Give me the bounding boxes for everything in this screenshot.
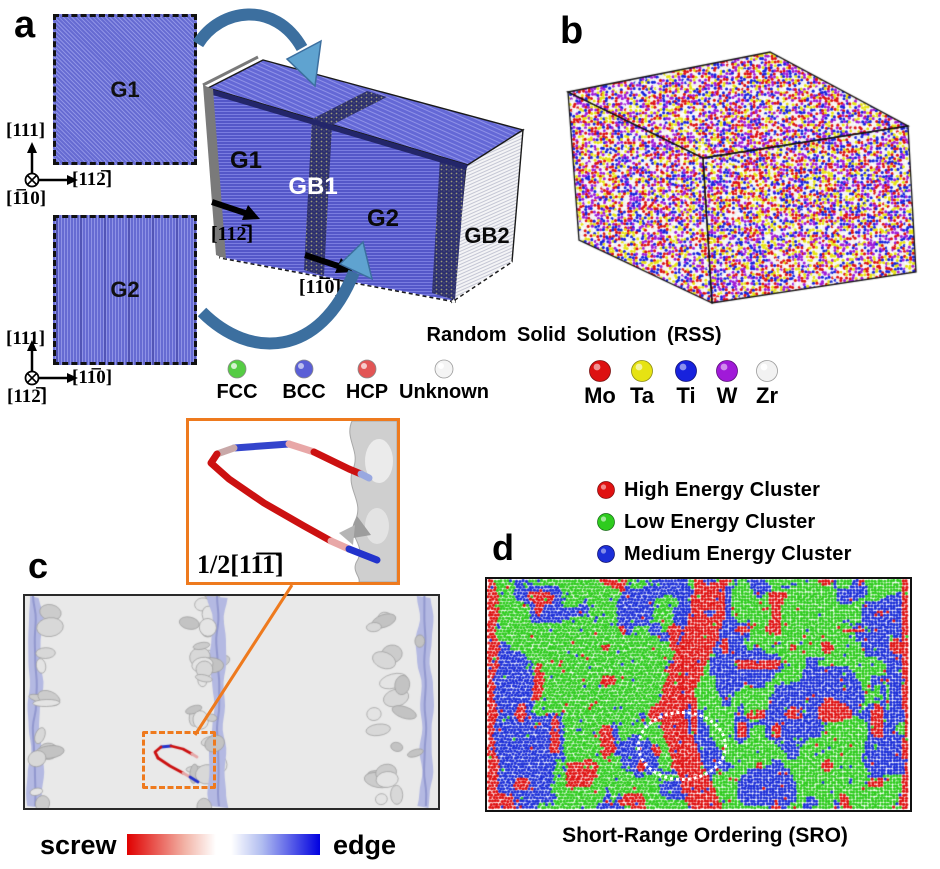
axes-top-up-label: [111]: [6, 120, 46, 141]
direction-arrow-1-label: [112̅]: [211, 223, 253, 245]
colorbar-edge-label: edge: [333, 830, 397, 860]
rss-atom-box: [540, 40, 940, 310]
grain2-label: G2: [110, 277, 140, 302]
legend-medium-energy: Medium Energy Cluster: [596, 538, 852, 570]
legend-hcp-label: HCP: [345, 381, 389, 403]
bcc-sphere-icon: [294, 359, 314, 379]
axes-bottom-out-label: [112̅]: [7, 386, 48, 407]
w-sphere-icon: [716, 360, 738, 382]
panel-a-letter: a: [14, 4, 36, 46]
curved-arrow-bottom: [197, 240, 374, 350]
box-g1-label: G1: [230, 147, 262, 174]
box-gb1-label: GB1: [288, 173, 337, 200]
legend-hcp: HCP: [321, 358, 413, 404]
mo-sphere-icon: [589, 360, 611, 382]
cluster-legend: High Energy Cluster Low Energy Cluster M…: [596, 474, 852, 570]
high-energy-dot-icon: [597, 481, 615, 499]
medium-energy-label: Medium Energy Cluster: [624, 542, 852, 565]
ti-sphere-icon: [675, 360, 697, 382]
legend-w-label: W: [716, 383, 738, 408]
box-left-frame: [203, 85, 226, 259]
screw-edge-colorbar: [127, 834, 320, 855]
fcc-sphere-icon: [227, 359, 247, 379]
axes-bottom-up-label: [111]: [6, 328, 46, 349]
dislocation-inset: 1/2[11̅1̅]: [186, 418, 400, 585]
grain1-label: G1: [110, 76, 140, 102]
axes-top-right-label: [112̅]: [72, 169, 113, 190]
box-gb2-label: GB2: [464, 223, 509, 248]
zoom-region-box: [142, 731, 216, 789]
bicrystal-box: G1 GB1 G2 GB2 [112̅] [11̅0]: [192, 8, 525, 350]
legend-bcc: BCC: [258, 358, 350, 404]
inset-connector: [193, 584, 294, 736]
hcp-sphere-icon: [357, 359, 377, 379]
legend-mo: Mo: [570, 359, 630, 409]
legend-ti: Ti: [656, 359, 716, 409]
gb-slab-view: [23, 594, 440, 810]
direction-arrow-2: [11̅0]: [299, 252, 353, 298]
direction-arrow-1: [112̅]: [211, 199, 260, 245]
legend-ta-label: Ta: [629, 383, 655, 408]
ta-sphere-icon: [631, 360, 653, 382]
gb1-front-band: [304, 119, 332, 276]
axes-bottom-arrows: [24, 340, 78, 386]
legend-w: W: [697, 359, 757, 409]
legend-ta: Ta: [612, 359, 672, 409]
grain2-lattice: G2: [53, 215, 197, 365]
gb-slab-canvas: [25, 596, 438, 808]
panel-c-letter: c: [28, 545, 49, 586]
unknown-sphere-icon: [434, 359, 454, 379]
colorbar-screw-label: screw: [40, 830, 117, 860]
dislocation-loop-tube: [207, 440, 381, 564]
curved-arrow-top: [192, 8, 322, 88]
axes-top-out-label: [1̅10]: [6, 188, 47, 209]
box-top-edge: [206, 88, 468, 170]
panel-d-letter: d: [492, 527, 514, 568]
legend-low-energy: Low Energy Cluster: [596, 506, 852, 538]
box-g2-label: G2: [367, 205, 399, 232]
burgers-vector-label: 1/2[11̅1̅]: [197, 550, 284, 579]
gb2-front-band: [432, 158, 466, 300]
legend-high-energy: High Energy Cluster: [596, 474, 852, 506]
low-energy-dot-icon: [597, 513, 615, 531]
zr-sphere-icon: [756, 360, 778, 382]
axes-top-arrows: [24, 142, 78, 188]
legend-zr: Zr: [737, 359, 797, 409]
legend-unknown: Unknown: [398, 358, 490, 404]
legend-zr-label: Zr: [756, 383, 778, 408]
gb1-top-band: [312, 91, 387, 125]
legend-fcc-label: FCC: [216, 381, 258, 403]
legend-bcc-label: BCC: [282, 381, 326, 403]
direction-arrow-2-label: [11̅0]: [299, 276, 341, 298]
highlight-ellipse: [637, 711, 727, 781]
high-energy-label: High Energy Cluster: [624, 478, 821, 501]
legend-mo-label: Mo: [584, 383, 616, 408]
grain1-lattice: G1: [53, 14, 197, 165]
legend-ti-label: Ti: [676, 383, 696, 408]
rss-caption: Random Solid Solution (RSS): [426, 324, 722, 346]
axes-bottom-right-label: [11̅0]: [72, 367, 113, 388]
legend-fcc: FCC: [191, 358, 283, 404]
medium-energy-dot-icon: [597, 545, 615, 563]
sro-caption: Short-Range Ordering (SRO): [562, 824, 848, 847]
low-energy-label: Low Energy Cluster: [624, 510, 816, 533]
legend-unknown-label: Unknown: [399, 381, 489, 403]
dislocation-loop-detail: [207, 420, 398, 583]
